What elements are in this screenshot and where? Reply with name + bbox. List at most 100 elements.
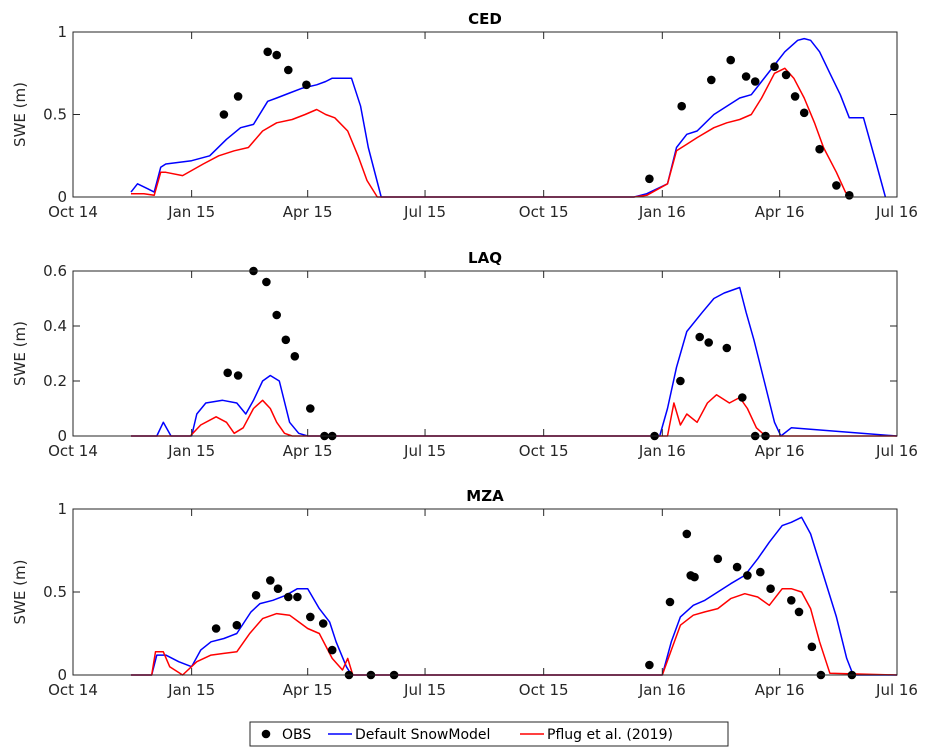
x-tick-label: Jan 15: [167, 203, 215, 221]
obs-point: [233, 92, 243, 101]
axes-box: [72, 270, 898, 437]
y-tick-label: 0: [57, 666, 67, 684]
obs-point: [704, 338, 713, 347]
y-axis-label: SWE (m): [11, 321, 29, 386]
x-tick-label: Jul 16: [875, 203, 918, 221]
x-tick-label: Jul 15: [403, 203, 446, 221]
plot-area: [73, 509, 897, 675]
obs-point: [677, 101, 686, 111]
obs-point: [232, 620, 242, 630]
obs-point: [832, 181, 841, 190]
obs-point: [845, 191, 854, 200]
panel-title: MZA: [466, 487, 504, 505]
legend-label: Pflug et al. (2019): [547, 727, 673, 743]
x-tick-label: Jul 16: [875, 681, 918, 699]
y-tick-label: 0.5: [43, 583, 67, 601]
x-tick-label: Jan 15: [167, 442, 215, 460]
obs-point: [756, 567, 765, 577]
y-tick-label: 0: [57, 427, 67, 445]
x-tick-label: Apr 15: [283, 203, 333, 221]
x-tick-label: Apr 16: [755, 681, 805, 699]
obs-point: [732, 562, 742, 572]
x-tick-label: Jul 16: [875, 442, 918, 460]
obs-point: [766, 584, 775, 593]
series-line-pflug-2019: [131, 587, 898, 676]
obs-point: [707, 75, 716, 85]
obs-point: [251, 591, 261, 600]
obs-point: [290, 352, 300, 361]
x-tick-label: Apr 15: [283, 442, 333, 460]
obs-point: [743, 571, 752, 580]
obs-point: [211, 624, 221, 633]
obs-point: [233, 371, 243, 380]
y-tick-label: 1: [57, 500, 67, 518]
obs-point: [223, 368, 232, 378]
obs-point: [306, 404, 315, 413]
obs-point: [770, 62, 779, 71]
obs-point: [645, 174, 654, 184]
obs-point: [787, 596, 796, 605]
obs-point: [272, 50, 282, 60]
obs-point: [318, 619, 328, 628]
obs-point: [327, 645, 337, 655]
obs-point: [263, 47, 273, 57]
obs-point: [306, 612, 315, 622]
x-tick-label: Jan 16: [638, 203, 686, 221]
y-axis-label: SWE (m): [11, 560, 29, 625]
obs-point: [219, 110, 229, 119]
x-tick-label: Jan 16: [638, 681, 686, 699]
obs-point: [645, 660, 654, 670]
obs-point: [302, 80, 311, 90]
y-tick-label: 1: [57, 23, 67, 41]
obs-point: [676, 376, 685, 386]
obs-point: [293, 592, 302, 602]
obs-point: [815, 144, 824, 154]
obs-point: [790, 92, 800, 101]
obs-point: [807, 642, 817, 652]
legend: OBS Default SnowModel Pflug et al. (2019): [249, 721, 729, 747]
panel-mza: Oct 14 Jan 15 Apr 15 Jul 15 Oct 15 Jan 16 Apr …: [11, 487, 918, 699]
x-tick-label: Jul 15: [403, 681, 446, 699]
plot-area: [73, 271, 897, 436]
obs-point: [794, 607, 804, 617]
obs-point: [665, 597, 675, 607]
panel-laq: Oct 14 Jan 15 Apr 15 Jul 15 Oct 15 Jan 16 Apr …: [11, 249, 918, 460]
x-tick-label: Apr 16: [755, 203, 805, 221]
x-tick-label: Oct 15: [519, 203, 569, 221]
x-tick-label: Apr 15: [283, 681, 333, 699]
panel-title: LAQ: [468, 249, 502, 267]
x-tick-label: Oct 14: [48, 203, 98, 221]
obs-point: [266, 576, 275, 585]
obs-point: [741, 72, 751, 81]
obs-point: [722, 343, 732, 353]
obs-point: [272, 310, 282, 320]
obs-point: [738, 393, 747, 402]
legend-label: OBS: [282, 727, 311, 743]
obs-point: [781, 70, 791, 80]
x-tick-label: Jan 15: [167, 681, 215, 699]
obs-point: [690, 572, 699, 582]
x-tick-label: Jan 16: [638, 442, 686, 460]
y-tick-label: 0.2: [43, 372, 67, 390]
obs-point: [284, 592, 293, 602]
x-tick-label: Oct 14: [48, 681, 98, 699]
x-tick-label: Apr 16: [755, 442, 805, 460]
plot-area: [73, 32, 897, 197]
x-tick-label: Oct 14: [48, 442, 98, 460]
x-tick-label: Jul 15: [403, 442, 446, 460]
x-tick-label: Oct 15: [519, 681, 569, 699]
x-tick-label: Oct 15: [519, 442, 569, 460]
y-tick-label: 0.6: [43, 262, 67, 280]
legend-label: Default SnowModel: [355, 727, 490, 743]
obs-point: [682, 529, 692, 539]
obs-point: [284, 65, 293, 75]
obs-point: [713, 554, 723, 564]
y-tick-label: 0.4: [43, 317, 67, 335]
panel-title: CED: [468, 10, 502, 28]
panel-ced: Oct 14 Jan 15 Apr 15 Jul 15 Oct 15 Jan 16 Apr …: [11, 10, 918, 221]
legend-marker-obs: [261, 729, 271, 739]
obs-point: [273, 584, 283, 593]
y-axis-label: SWE (m): [11, 82, 29, 147]
obs-point: [262, 277, 271, 287]
